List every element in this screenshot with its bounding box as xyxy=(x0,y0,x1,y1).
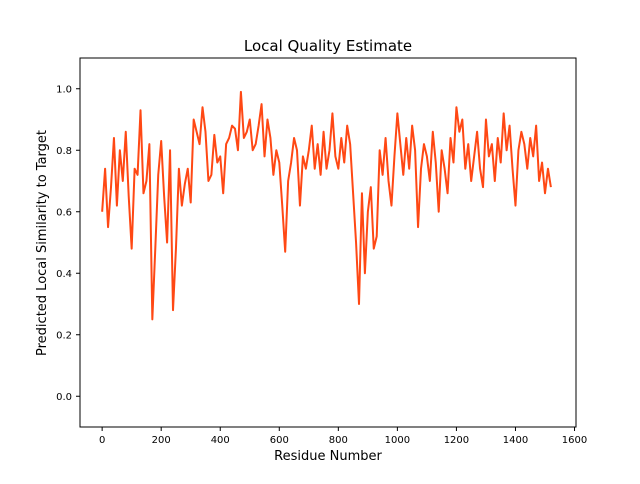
x-tick-label: 800 xyxy=(329,435,348,446)
y-tick-label: 0.4 xyxy=(56,269,72,280)
series-line xyxy=(101,90,552,321)
y-tick-label: 0.6 xyxy=(56,207,72,218)
y-tick-label: 0.8 xyxy=(56,146,72,157)
y-tick-label: 0.0 xyxy=(56,392,72,403)
x-axis: 0 200 400 600 800 1000 1200 1400 1600 xyxy=(99,427,587,446)
x-tick-label: 1200 xyxy=(444,435,469,446)
x-tick-label: 600 xyxy=(270,435,289,446)
x-tick-label: 200 xyxy=(152,435,171,446)
y-axis: 0.0 0.2 0.4 0.6 0.8 1.0 xyxy=(56,84,80,403)
chart-title: Local Quality Estimate xyxy=(244,37,412,55)
x-tick-label: 1000 xyxy=(385,435,410,446)
y-axis-label: Predicted Local Similarity to Target xyxy=(35,130,50,356)
x-tick-label: 400 xyxy=(211,435,230,446)
y-tick-label: 0.2 xyxy=(56,330,72,341)
series-layer xyxy=(101,90,552,321)
x-tick-label: 0 xyxy=(99,435,105,446)
x-axis-label: Residue Number xyxy=(274,449,382,464)
x-tick-label: 1400 xyxy=(503,435,528,446)
x-tick-label: 1600 xyxy=(562,435,587,446)
y-tick-label: 1.0 xyxy=(56,84,72,95)
plot-frame xyxy=(79,57,577,428)
